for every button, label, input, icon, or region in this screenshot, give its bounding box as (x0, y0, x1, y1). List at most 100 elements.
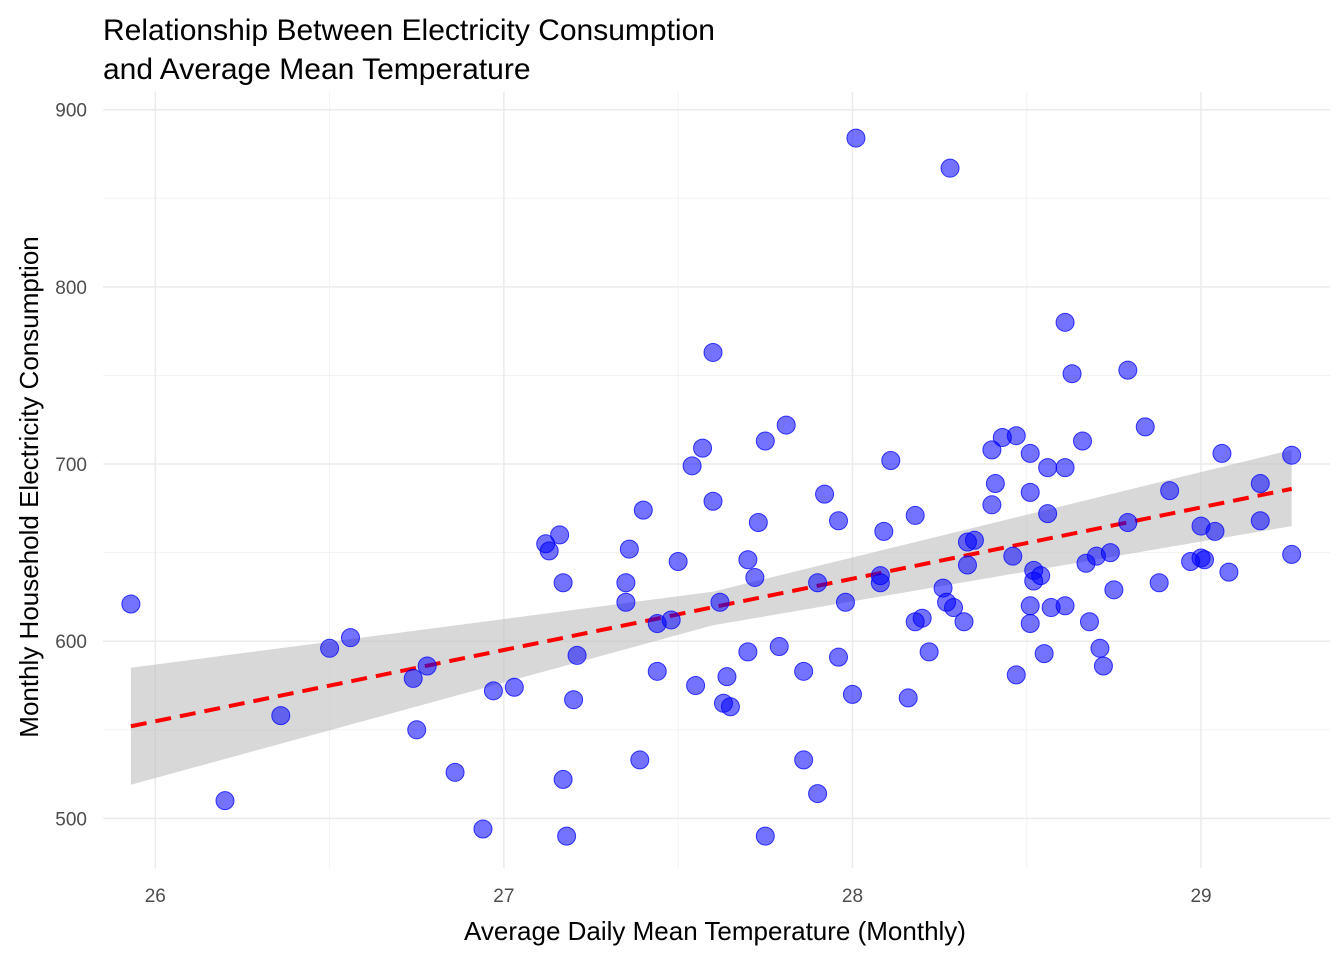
x-tick-label: 26 (145, 886, 166, 907)
data-point (842, 684, 862, 704)
data-point (407, 720, 427, 740)
data-point (483, 681, 503, 701)
data-point (633, 500, 653, 520)
trend-line (130, 486, 1293, 729)
data-point (1250, 511, 1270, 531)
data-point (835, 592, 855, 612)
data-point (881, 451, 901, 471)
data-point (616, 592, 636, 612)
data-point (1282, 544, 1302, 564)
y-tick-label: 700 (55, 455, 87, 476)
data-point (1006, 426, 1026, 446)
data-point (1104, 580, 1124, 600)
data-point (957, 555, 977, 575)
x-axis-ticks: 26 27 28 29 (145, 886, 1212, 907)
data-point (912, 608, 932, 628)
data-point (1093, 656, 1113, 676)
grid (103, 92, 1330, 868)
x-tick-label: 28 (842, 886, 863, 907)
data-point (982, 495, 1002, 515)
data-point (755, 826, 775, 846)
data-point (769, 637, 789, 657)
data-point (403, 668, 423, 688)
data-point (703, 342, 723, 362)
data-point (982, 440, 1002, 460)
y-axis-ticks: 500 600 700 800 900 (55, 101, 87, 831)
confidence-band (130, 449, 1292, 785)
confidence-band-area (130, 449, 1292, 785)
data-point (271, 706, 291, 726)
data-point (815, 484, 835, 504)
data-point (1038, 504, 1058, 524)
regression-line (130, 486, 1293, 729)
data-point (919, 642, 939, 662)
data-point (1055, 458, 1075, 478)
data-point (1090, 638, 1110, 658)
data-point (748, 513, 768, 533)
data-point (1079, 612, 1099, 632)
data-point (1055, 312, 1075, 332)
data-point (1020, 482, 1040, 502)
data-point (1205, 521, 1225, 541)
data-point (661, 610, 681, 630)
data-point (703, 491, 723, 511)
data-point (717, 667, 737, 687)
data-point (557, 826, 577, 846)
data-point (794, 661, 814, 681)
data-point (1149, 573, 1169, 593)
data-point (1100, 543, 1120, 563)
data-point (898, 688, 918, 708)
data-point (1135, 417, 1155, 437)
data-point (846, 128, 866, 148)
data-point (616, 573, 636, 593)
data-point (630, 750, 650, 770)
data-point (808, 784, 828, 804)
data-point (682, 456, 702, 476)
data-point (808, 573, 828, 593)
data-point (1073, 431, 1093, 451)
data-point (1055, 596, 1075, 616)
data-point (720, 697, 740, 717)
data-point (776, 415, 796, 435)
data-point (1003, 546, 1023, 566)
data-point (710, 592, 730, 612)
data-point (668, 551, 688, 571)
chart-title-line-1: Relationship Between Electricity Consump… (103, 14, 715, 47)
data-point (619, 539, 639, 559)
y-tick-label: 500 (55, 809, 87, 830)
data-point (1020, 596, 1040, 616)
data-point (1118, 513, 1138, 533)
data-point (1219, 562, 1239, 582)
x-tick-label: 27 (493, 886, 514, 907)
data-point (829, 647, 849, 667)
data-point (870, 573, 890, 593)
y-axis-title: Monthly Household Electricity Consumptio… (14, 236, 44, 737)
data-point (829, 511, 849, 531)
data-point (1038, 458, 1058, 478)
data-point (564, 690, 584, 710)
data-point (874, 521, 894, 541)
data-point (686, 676, 706, 696)
data-point (755, 431, 775, 451)
data-point (964, 530, 984, 550)
data-point (567, 645, 587, 665)
y-tick-label: 800 (55, 278, 87, 299)
data-point (445, 762, 465, 782)
data-point (985, 474, 1005, 494)
y-tick-label: 900 (55, 101, 87, 122)
data-point (1031, 566, 1051, 586)
data-point (504, 677, 524, 697)
data-point (553, 769, 573, 789)
data-points (121, 128, 1302, 846)
data-point (340, 628, 360, 648)
data-point (1118, 360, 1138, 380)
data-point (215, 791, 235, 811)
y-tick-label: 600 (55, 632, 87, 653)
data-point (1195, 550, 1215, 570)
data-point (417, 656, 437, 676)
data-point (320, 638, 340, 658)
data-point (647, 661, 667, 681)
data-point (1250, 474, 1270, 494)
data-point (944, 598, 964, 618)
